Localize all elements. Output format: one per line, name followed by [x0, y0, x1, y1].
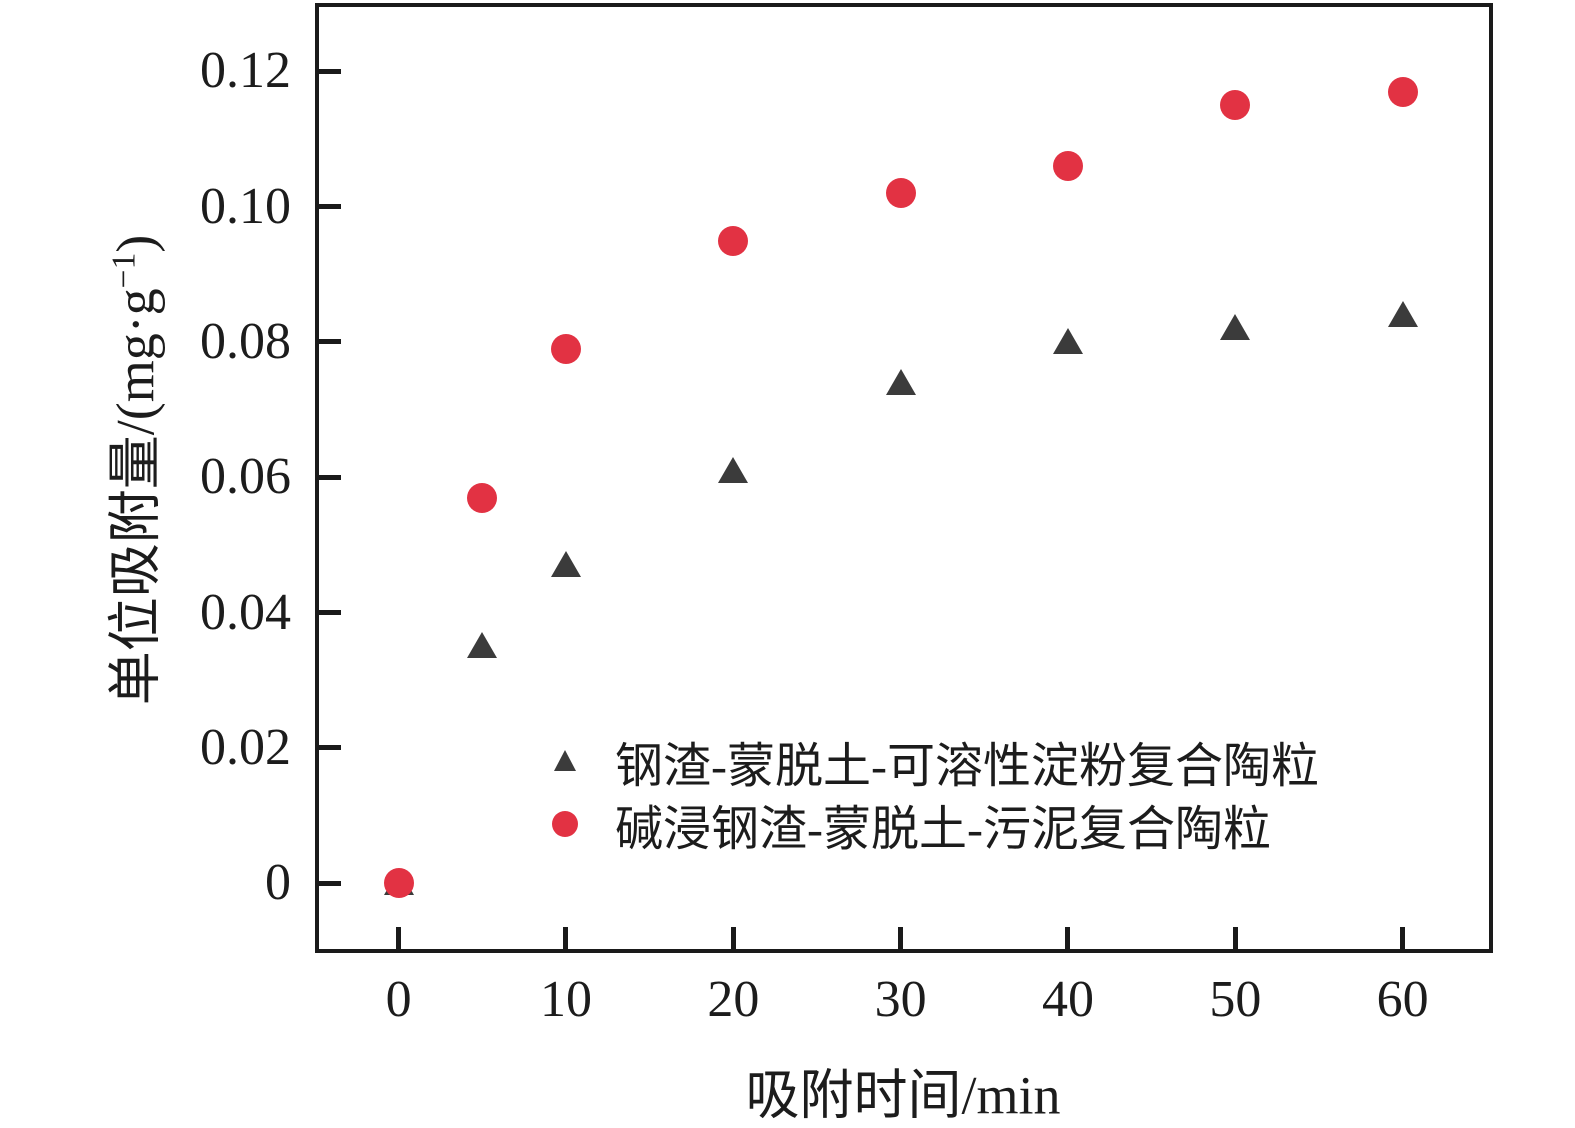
data-point-circle: [1220, 90, 1251, 121]
legend-marker-cell: [543, 810, 587, 837]
triangle-marker-icon: [554, 750, 576, 771]
data-point-triangle: [1387, 300, 1418, 327]
x-tick-mark: [1065, 927, 1071, 949]
x-tick-label: 10: [539, 971, 592, 1028]
y-tick-label: 0.06: [200, 448, 291, 506]
data-point-circle: [718, 225, 749, 256]
y-tick-label: 0.04: [200, 583, 291, 641]
y-tick-label: 0.08: [200, 312, 291, 370]
data-point-circle: [550, 333, 581, 364]
data-point-triangle: [1052, 327, 1083, 354]
x-tick-mark: [1400, 927, 1406, 949]
y-tick-mark: [319, 474, 341, 480]
y-tick-label: 0.10: [200, 177, 291, 235]
x-tick-label: 0: [385, 971, 412, 1028]
circle-marker-icon: [552, 810, 578, 837]
data-point-circle: [1052, 151, 1083, 182]
legend-label: 钢渣-蒙脱土-可溶性淀粉复合陶粒: [615, 739, 1319, 793]
data-point-triangle: [550, 551, 581, 578]
legend-marker-cell: [543, 750, 587, 771]
y-tick-mark: [319, 68, 341, 74]
x-tick-label: 60: [1376, 971, 1429, 1028]
x-tick-mark: [898, 927, 904, 949]
data-point-circle: [1387, 76, 1418, 107]
legend: 钢渣-蒙脱土-可溶性淀粉复合陶粒 碱浸钢渣-蒙脱土-污泥复合陶粒: [543, 729, 1319, 856]
y-axis-title-superscript: −1: [105, 252, 143, 289]
data-point-circle: [885, 178, 916, 209]
data-point-triangle: [885, 368, 916, 395]
y-tick-mark: [319, 204, 341, 210]
x-tick-label: 30: [874, 971, 927, 1028]
data-point-circle: [467, 482, 498, 513]
y-tick-label: 0.12: [200, 42, 291, 100]
x-tick-mark: [396, 927, 402, 949]
y-tick-mark: [319, 745, 341, 751]
y-axis-title-close: ): [105, 234, 166, 253]
y-tick-label: 0: [265, 854, 291, 912]
legend-item-alkali-steel-slag: 碱浸钢渣-蒙脱土-污泥复合陶粒: [543, 792, 1319, 856]
x-tick-label: 50: [1209, 971, 1262, 1028]
x-tick-mark: [1232, 927, 1238, 949]
x-axis-title: 吸附时间/min: [745, 1065, 1061, 1126]
data-point-circle: [383, 868, 414, 899]
legend-item-steel-slag: 钢渣-蒙脱土-可溶性淀粉复合陶粒: [543, 729, 1319, 793]
legend-label: 碱浸钢渣-蒙脱土-污泥复合陶粒: [615, 802, 1271, 856]
y-tick-label: 0.02: [200, 718, 291, 776]
data-point-triangle: [718, 456, 749, 483]
y-tick-mark: [319, 610, 341, 616]
data-point-triangle: [467, 632, 498, 659]
y-tick-mark: [319, 880, 341, 886]
x-tick-mark: [563, 927, 569, 949]
y-tick-mark: [319, 339, 341, 345]
data-point-triangle: [1220, 314, 1251, 341]
x-tick-label: 20: [707, 971, 760, 1028]
x-tick-mark: [730, 927, 736, 949]
plot-area: [315, 3, 1493, 953]
x-tick-label: 40: [1041, 971, 1094, 1028]
